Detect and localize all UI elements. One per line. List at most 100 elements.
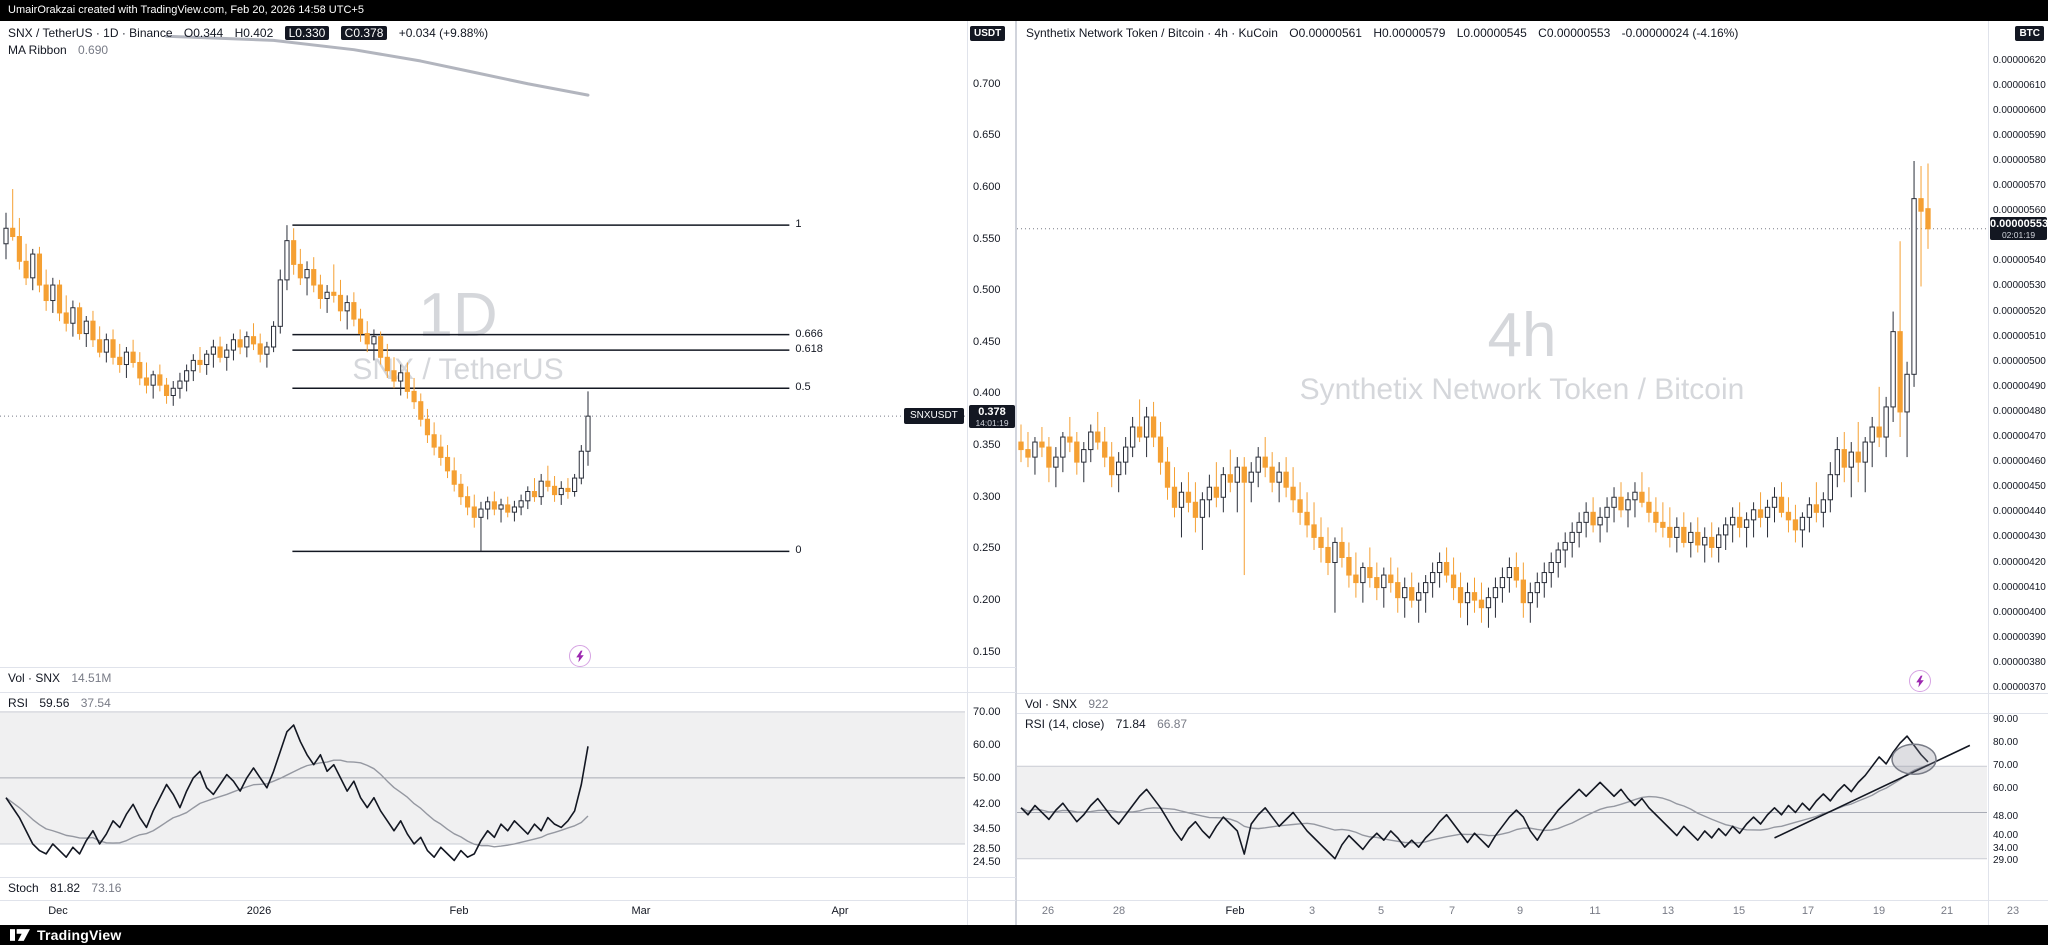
- price-axis-label: 0.200: [973, 593, 1001, 606]
- attribution-text: UmairOrakzai created with TradingView.co…: [8, 4, 364, 16]
- price-axis-label: 0.00000540: [1993, 255, 2046, 267]
- left-rsi-title[interactable]: RSI: [8, 696, 29, 710]
- rsi-axis-label: 70.00: [973, 705, 1001, 718]
- left-volume-label[interactable]: Vol · SNX 14.51M: [8, 671, 111, 685]
- price-axis-label: 0.00000410: [1993, 581, 2046, 593]
- rsi-axis-label: 50.00: [973, 771, 1001, 784]
- rsi-axis-label: 24.50: [973, 856, 1001, 869]
- time-axis-label: 7: [1448, 905, 1456, 917]
- time-axis-label: 13: [1661, 905, 1675, 917]
- left-ma-ribbon-value: 0.690: [78, 43, 109, 57]
- left-ma-ribbon-title[interactable]: MA Ribbon: [8, 43, 67, 57]
- price-axis-label: 0.00000370: [1993, 681, 2046, 693]
- left-symbol-header[interactable]: SNX / TetherUS · 1D · Binance O0.344 H0.…: [8, 26, 488, 40]
- right-volume-title[interactable]: Vol · SNX: [1025, 697, 1078, 711]
- left-chart-plot[interactable]: [0, 21, 1016, 925]
- left-ma-ribbon-label[interactable]: MA Ribbon 0.690: [8, 43, 108, 57]
- right-price-axis-divider: [1988, 21, 1989, 925]
- price-axis-label: 0.00000400: [1993, 606, 2046, 618]
- left-volume-title[interactable]: Vol · SNX: [8, 671, 61, 685]
- time-axis-label: Mar: [631, 905, 651, 917]
- lightning-icon[interactable]: [569, 645, 591, 667]
- right-axis-currency-badge: BTC: [2015, 26, 2044, 41]
- right-current-price: 0.00000553: [1990, 218, 2048, 231]
- time-axis-label: 28: [1112, 905, 1126, 917]
- left-countdown-timer: 14:01:19: [975, 417, 1009, 428]
- left-stoch-label[interactable]: Stoch 81.82 73.16: [8, 881, 121, 895]
- right-volume-pane-divider[interactable]: [1017, 693, 2048, 694]
- time-axis-label: 15: [1732, 905, 1746, 917]
- rsi-axis-label: 80.00: [1993, 737, 2019, 749]
- price-axis-label: 0.00000600: [1993, 104, 2046, 116]
- left-volume-value: 14.51M: [71, 671, 112, 685]
- rsi-axis-label: 28.50: [973, 842, 1001, 855]
- price-axis-label: 0.00000620: [1993, 54, 2046, 66]
- right-time-axis-divider: [1017, 900, 2048, 901]
- rsi-axis-label: 90.00: [1993, 713, 2019, 725]
- price-axis-label: 0.350: [973, 439, 1001, 452]
- price-axis-label: 0.00000500: [1993, 355, 2046, 367]
- lightning-bolt-glyph: [576, 650, 584, 662]
- right-chart-panel[interactable]: 4h Synthetix Network Token / Bitcoin Syn…: [1017, 21, 2048, 925]
- fib-level-label: 0.666: [795, 327, 823, 340]
- tradingview-wordmark[interactable]: TradingView: [37, 927, 122, 943]
- left-stoch-pane-divider[interactable]: [0, 877, 1016, 878]
- right-rsi-label[interactable]: RSI (14, close) 71.84 66.87: [1025, 717, 1187, 731]
- time-axis-label: 2026: [246, 905, 272, 917]
- left-chart-panel[interactable]: 1D SNX / TetherUS SNX / TetherUS · 1D · …: [0, 21, 1016, 925]
- left-volume-pane-divider[interactable]: [0, 667, 1016, 668]
- right-symbol-header[interactable]: Synthetix Network Token / Bitcoin · 4h ·…: [1026, 26, 1738, 40]
- left-symbol-title[interactable]: SNX / TetherUS · 1D · Binance: [8, 26, 173, 40]
- left-rsi-ma-value: 37.54: [80, 696, 111, 710]
- left-current-price: 0.378: [978, 405, 1006, 418]
- lightning-bolt-glyph: [1916, 675, 1924, 687]
- right-change-value: -0.00000024 (-4.16%): [1621, 26, 1739, 40]
- fib-level-label: 0.618: [795, 343, 823, 356]
- price-axis-label: 0.450: [973, 335, 1001, 348]
- price-axis-label: 0.00000440: [1993, 506, 2046, 518]
- price-axis-label: 0.300: [973, 490, 1001, 503]
- price-axis-label: 0.500: [973, 284, 1001, 297]
- right-rsi-title[interactable]: RSI (14, close): [1025, 717, 1105, 731]
- rsi-axis-label: 60.00: [1993, 783, 2019, 795]
- time-axis-label: 19: [1872, 905, 1886, 917]
- time-axis-label: 23: [2006, 905, 2020, 917]
- price-axis-label: 0.00000490: [1993, 380, 2046, 392]
- rsi-axis-label: 34.50: [973, 823, 1001, 836]
- left-ohlc-low: L0.330: [284, 26, 330, 40]
- panel-divider[interactable]: [1015, 21, 1017, 925]
- time-axis-label: Feb: [1225, 905, 1245, 917]
- time-axis-label: 5: [1377, 905, 1385, 917]
- price-axis-label: 0.00000420: [1993, 556, 2046, 568]
- left-time-axis-divider: [0, 900, 1016, 901]
- left-rsi-value: 59.56: [39, 696, 70, 710]
- time-axis-label: 11: [1589, 905, 1601, 917]
- right-ohlc-low: L0.00000545: [1456, 26, 1527, 40]
- right-watermark-symbol: Synthetix Network Token / Bitcoin: [1299, 373, 1745, 406]
- right-rsi-pane-divider[interactable]: [1017, 713, 2048, 714]
- left-price-axis-divider: [967, 21, 968, 925]
- fib-level-label: 1: [795, 218, 802, 231]
- right-volume-label[interactable]: Vol · SNX 922: [1025, 697, 1108, 711]
- rsi-axis-label: 48.00: [1993, 811, 2019, 823]
- tradingview-logo-icon[interactable]: [10, 927, 30, 943]
- time-axis-label: Apr: [831, 905, 849, 917]
- price-axis-label: 0.650: [973, 129, 1001, 142]
- fib-level-label: 0: [795, 544, 802, 557]
- rsi-axis-label: 40.00: [1993, 829, 2019, 841]
- time-axis-label: Feb: [449, 905, 469, 917]
- left-stoch-title[interactable]: Stoch: [8, 881, 39, 895]
- fib-level-label: 0.5: [795, 381, 811, 394]
- left-rsi-label[interactable]: RSI 59.56 37.54: [8, 696, 111, 710]
- left-ohlc-high: H0.402: [234, 26, 274, 40]
- right-symbol-title[interactable]: Synthetix Network Token / Bitcoin · 4h ·…: [1026, 26, 1278, 40]
- left-rsi-pane-divider[interactable]: [0, 692, 1016, 693]
- right-chart-plot[interactable]: [1017, 21, 2048, 925]
- time-axis-label: 26: [1041, 905, 1055, 917]
- left-axis-currency-badge: USDT: [970, 26, 1006, 41]
- price-axis-label: 0.00000520: [1993, 305, 2046, 317]
- lightning-icon[interactable]: [1909, 670, 1931, 692]
- right-current-price-flag: 0.00000553 02:01:19: [1990, 217, 2048, 241]
- price-axis-label: 0.00000470: [1993, 431, 2046, 443]
